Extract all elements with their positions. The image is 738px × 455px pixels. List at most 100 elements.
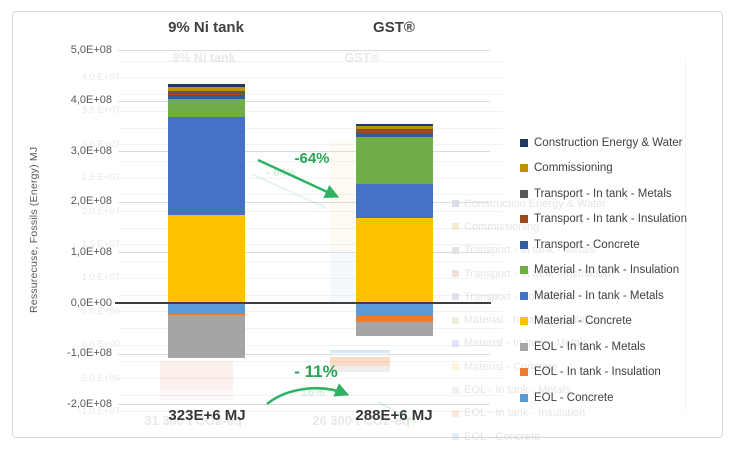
bar-segment-gst-transport-in-tank-metals <box>356 128 433 130</box>
bar-segment-ni-tank-construction-energy-water <box>168 83 245 87</box>
ghost-legend-swatch-icon <box>452 386 459 394</box>
ghost-y-tick-label: 4,0 E+07 <box>81 72 120 83</box>
bar-segment-ni-tank-transport-in-tank-metals <box>168 90 245 95</box>
bar-segment-gst-transport-in-tank-insulation <box>356 129 433 133</box>
ghost-bar-remnant <box>330 349 390 353</box>
ghost-legend-swatch-icon <box>452 223 459 231</box>
ghost-legend-swatch-icon <box>452 270 459 278</box>
legend-label: Transport - Concrete <box>534 238 640 251</box>
y-tick-label: 1,0E+08 <box>70 245 112 258</box>
ghost-legend-swatch-icon <box>452 316 459 324</box>
ghost-y-tick-label: 0,0 E+00 <box>81 339 120 351</box>
ghost-bar-remnant <box>330 356 390 366</box>
legend-item-commissioning: Commissioning <box>520 156 687 182</box>
ghost-legend-swatch-icon <box>452 433 459 441</box>
ghost-bar-remnant <box>330 365 390 372</box>
y-tick-label: -2,0E+08 <box>67 397 112 410</box>
legend-item-eol-in-tank-insulation: EOL - In tank - Insulation <box>520 360 687 386</box>
annotation-bottom-reduction: - 11% <box>294 362 338 381</box>
legend-item-eol-concrete: EOL - Concrete <box>520 385 687 411</box>
ghost-legend-swatch-icon <box>452 363 459 371</box>
ghost-legend-swatch-icon <box>452 293 459 301</box>
ghost-gridline <box>118 311 502 313</box>
bar-segment-ni-tank-transport-in-tank-insulation <box>168 94 245 96</box>
legend-label: Construction Energy & Water <box>534 136 683 149</box>
ghost-legend-label: Construction Energy & Water <box>464 197 607 210</box>
ghost-annotation-top: - 64% <box>266 167 296 179</box>
ghost-legend-item-commissioning: Commissioning <box>452 215 610 238</box>
gridline <box>118 50 490 51</box>
legend-swatch-icon <box>520 291 528 300</box>
ghost-bar-remnant <box>160 361 233 390</box>
bar-segment-gst-transport-concrete <box>356 132 433 138</box>
ghost-gridline <box>118 244 502 246</box>
column-title-left: 9% Ni tank <box>168 19 244 36</box>
legend-label: Material - Concrete <box>534 315 632 328</box>
legend-swatch-icon <box>520 215 528 224</box>
legend: Construction Energy & Water Commissioning… <box>520 130 687 411</box>
y-tick-label: 2,0E+08 <box>70 195 112 208</box>
y-axis-title: Ressurecuse, Fossils (Energy) MJ <box>28 146 40 314</box>
ghost-bar-remnant <box>330 250 354 302</box>
legend-label: EOL - In tank - Insulation <box>534 366 661 379</box>
legend-label: Transport - In tank - Metals <box>534 187 672 200</box>
ghost-y-tick-label: 2,5 E+07 <box>81 172 120 184</box>
legend-item-transport-concrete: Transport - Concrete <box>520 232 687 258</box>
bar-segment-ni-tank-transport-concrete <box>168 95 245 100</box>
legend-swatch-icon <box>520 164 528 173</box>
ghost-legend-swatch-icon <box>452 339 459 347</box>
ghost-legend-item-eol-in-tank-insulation: EOL - In tank - Insulation <box>452 402 610 425</box>
total-label-right: 288E+6 MJ <box>355 407 433 424</box>
bar-segment-ni-tank-material-in-tank-metals <box>168 117 245 215</box>
legend-item-construction-energy-water: Construction Energy & Water <box>520 130 687 156</box>
ghost-legend-label: EOL - In tank - Metals <box>464 384 571 397</box>
ghost-gridline <box>118 60 502 62</box>
ghost-legend-label: Material - In tank - Insulation <box>464 314 603 327</box>
ghost-legend-swatch-icon <box>452 246 459 254</box>
ghost-total-left: 31 300 t CO2-eq <box>144 413 242 428</box>
ghost-legend-item-eol-concrete: EOL - Concrete <box>452 425 610 448</box>
zero-axis-line <box>115 302 491 304</box>
ghost-y-tick-label: 1,0 E+07 <box>81 272 120 284</box>
ghost-legend-label: Transport - Concrete <box>464 290 566 303</box>
ghost-gridline <box>118 361 502 363</box>
ghost-y-tick-label: 1,5 E+07 <box>81 239 120 250</box>
legend-label: Commissioning <box>534 162 613 175</box>
gridline <box>118 201 490 203</box>
legend-item-material-in-tank-insulation: Material - In tank - Insulation <box>520 258 687 284</box>
ghost-legend-item-material-concrete: Material - Concrete <box>452 355 610 378</box>
legend-swatch-icon <box>520 240 528 249</box>
ghost-gridline <box>118 227 502 229</box>
ghost-gridline <box>118 127 502 129</box>
bar-segment-gst-material-concrete <box>356 217 433 303</box>
gridline <box>118 353 490 355</box>
bar-segment-gst-construction-energy-water <box>356 123 433 126</box>
legend-item-transport-in-tank-insulation: Transport - In tank - Insulation <box>520 207 687 233</box>
ghost-gridline <box>118 261 502 263</box>
bar-segment-ni-tank-material-in-tank-insulation <box>168 99 245 118</box>
ghost-gridline <box>118 378 502 379</box>
ghost-legend-label: Commissioning <box>464 220 540 233</box>
total-label-left: 323E+6 MJ <box>168 407 246 424</box>
bar-segment-gst-eol-concrete <box>356 303 433 317</box>
bar-segment-ni-tank-eol-in-tank-metals <box>168 314 245 358</box>
bar-segment-ni-tank-eol-concrete <box>168 303 245 315</box>
ghost-legend-item-material-in-tank-insulation: Material - In tank - Insulation <box>452 308 610 331</box>
ghost-gridline <box>118 110 502 112</box>
ghost-y-tick-label: 3,0 E+07 <box>81 138 120 150</box>
ghost-plot-border <box>685 60 686 411</box>
legend-swatch-icon <box>520 393 528 402</box>
ghost-legend-swatch-icon <box>452 200 459 208</box>
legend-swatch-icon <box>520 189 528 198</box>
ghost-y-tick-label: 5,0 E+06 <box>81 305 120 317</box>
gridline <box>118 252 490 254</box>
ghost-column-title-right: GST® <box>344 51 380 65</box>
ghost-legend-label: EOL - In tank - Insulation <box>464 407 586 420</box>
legend-item-transport-in-tank-metals: Transport - In tank - Metals <box>520 181 687 207</box>
ghost-y-tick-label: -5,0 E+06 <box>78 372 120 384</box>
legend-item-eol-in-tank-metals: EOL - In tank - Metals <box>520 334 687 360</box>
bar-segment-ni-tank-eol-in-tank-insulation <box>168 314 245 315</box>
ghost-annotation-bottom: - 16% <box>293 385 325 399</box>
bar-segment-gst-eol-in-tank-insulation <box>356 316 433 323</box>
